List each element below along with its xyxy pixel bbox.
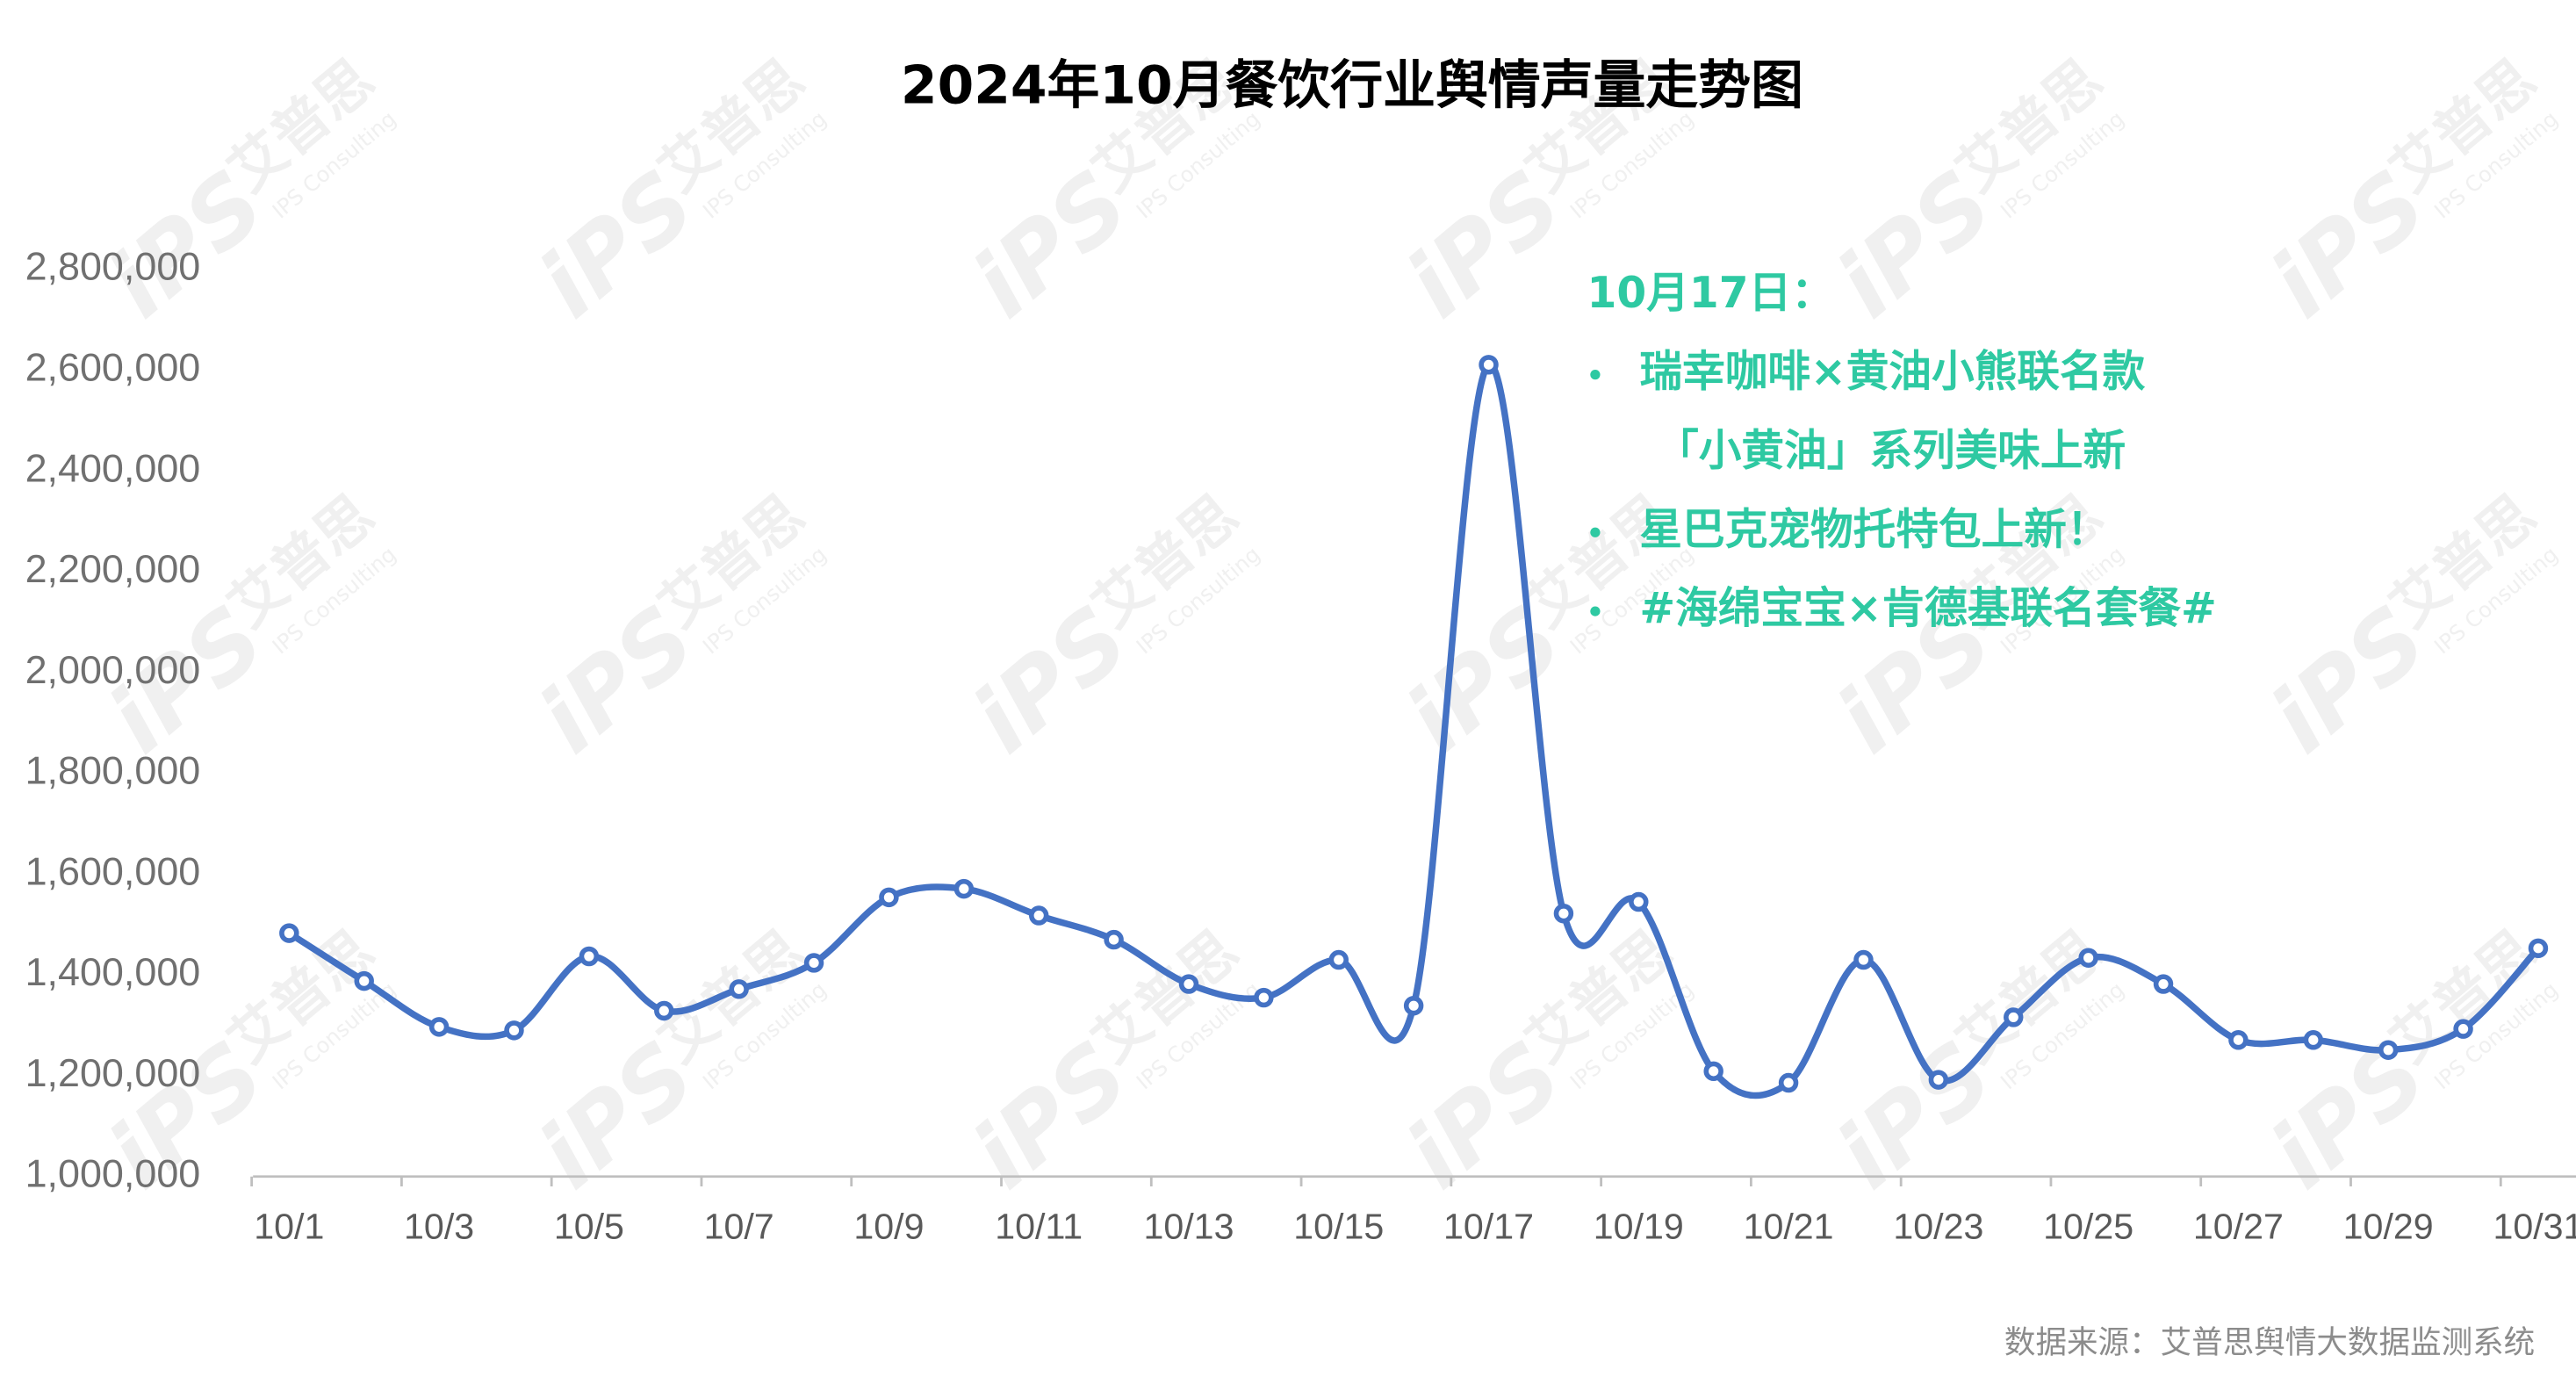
point xyxy=(803,953,824,973)
point xyxy=(1403,996,1424,1016)
y-tick-label: 2,200,000 xyxy=(25,546,201,591)
x-tick-label: 10/7 xyxy=(704,1207,774,1247)
point xyxy=(2078,948,2098,968)
point xyxy=(1479,355,1499,375)
point xyxy=(354,970,374,991)
point xyxy=(1629,891,1649,912)
x-tick-label: 10/11 xyxy=(995,1207,1083,1247)
point xyxy=(654,1000,674,1021)
chart-title: 2024年10月餐饮行业舆情声量走势图 xyxy=(901,55,1803,117)
annotation-bullet xyxy=(1590,370,1601,380)
point xyxy=(2528,938,2549,959)
x-tick-label: 10/27 xyxy=(2193,1207,2284,1247)
x-tick-label: 10/29 xyxy=(2343,1207,2434,1247)
annotation-bullet xyxy=(1590,606,1601,616)
annotation-text: 瑞幸咖啡×黄油小熊联名款 xyxy=(1639,348,2145,397)
point xyxy=(1778,1072,1799,1093)
point xyxy=(1553,903,1574,924)
point xyxy=(1928,1070,1949,1090)
source-note: 数据来源：艾普思舆情大数据监测系统 xyxy=(2004,1325,2535,1361)
point xyxy=(2004,1007,2024,1027)
x-tick-label: 10/31 xyxy=(2493,1207,2576,1247)
x-tick-label: 10/17 xyxy=(1443,1207,1534,1247)
x-tick-label: 10/9 xyxy=(853,1207,924,1247)
point xyxy=(279,923,299,943)
x-tick-label: 10/21 xyxy=(1744,1207,1834,1247)
x-tick-label: 10/5 xyxy=(554,1207,624,1247)
y-tick-label: 2,000,000 xyxy=(25,647,201,692)
x-tick-label: 10/15 xyxy=(1293,1207,1384,1247)
y-tick-label: 1,800,000 xyxy=(25,748,201,793)
y-tick-label: 2,800,000 xyxy=(25,244,201,289)
point xyxy=(2453,1019,2473,1039)
annotation-text: #海绵宝宝×肯德基联名套餐# xyxy=(1639,584,2216,633)
point xyxy=(579,946,600,967)
x-tick-label: 10/25 xyxy=(2043,1207,2133,1247)
y-tick-label: 1,600,000 xyxy=(25,848,201,893)
annotation-text: 星巴克宠物托特包上新！ xyxy=(1639,505,2109,554)
x-tick-label: 10/1 xyxy=(254,1207,324,1247)
y-tick-label: 2,600,000 xyxy=(25,344,201,389)
annotation-text: 「小黄油」系列美味上新 xyxy=(1656,426,2126,475)
point xyxy=(428,1017,450,1037)
point xyxy=(1703,1061,1723,1082)
point xyxy=(1254,987,1274,1008)
x-tick-label: 10/3 xyxy=(404,1207,474,1247)
x-tick-label: 10/19 xyxy=(1594,1207,1684,1247)
y-tick-label: 1,400,000 xyxy=(25,949,201,994)
point xyxy=(2378,1040,2399,1060)
point xyxy=(1178,974,1199,994)
x-tick-label: 10/13 xyxy=(1143,1207,1234,1247)
point xyxy=(2228,1030,2249,1050)
y-tick-label: 1,200,000 xyxy=(25,1050,201,1095)
annotation-title: 10月17日： xyxy=(1587,269,1834,318)
point xyxy=(879,887,899,908)
point xyxy=(504,1020,524,1041)
annotation-bullet xyxy=(1590,527,1601,537)
point xyxy=(1104,929,1124,950)
point xyxy=(729,979,749,999)
point xyxy=(2153,974,2174,994)
point xyxy=(1028,905,1049,926)
point xyxy=(953,878,975,899)
point xyxy=(1328,949,1349,970)
x-tick-label: 10/23 xyxy=(1893,1207,1983,1247)
y-tick-label: 1,000,000 xyxy=(25,1151,201,1196)
y-tick-label: 2,400,000 xyxy=(25,445,201,490)
point xyxy=(2303,1030,2324,1050)
point xyxy=(1853,949,1874,970)
